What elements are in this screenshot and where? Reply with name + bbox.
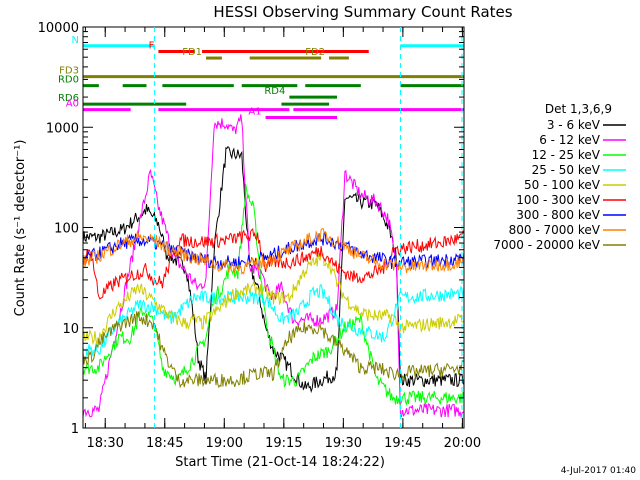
flag-label-rd0: RD0 [58,75,79,86]
flag-label-f: F [149,40,155,51]
x-tick-label: 19:00 [206,436,243,451]
flag-label-a1: A1 [248,107,261,118]
y-axis-ticks: 1 10 100 1000 10000 [38,21,464,437]
series-line-50-100-kev [82,251,465,345]
series-line-6-12-kev [82,114,465,419]
x-tick-label: 19:30 [325,436,362,451]
legend-label-12-25-kev: 12 - 25 keV [532,148,601,162]
flag-label-a0: A0 [66,99,79,110]
legend-label-6-12-kev: 6 - 12 keV [539,133,601,147]
x-axis-label: Start Time (21-Oct-14 18:24:22) [175,455,385,470]
legend-title: Det 1,3,6,9 [545,102,612,116]
legend-label-300-800-kev: 300 - 800 keV [516,208,600,222]
series-line-100-300-kev [82,228,465,300]
legend-label-800-7000-kev: 800 - 7000 keV [509,223,601,237]
y-tick-label: 10000 [38,21,79,36]
flag-label-fd3: FD3 [59,66,79,77]
y-tick-label: 10 [62,322,79,337]
series-line-800-7000-kev [82,227,465,275]
x-tick-label: 20:00 [444,436,481,451]
flag-label-rd4: RD4 [264,86,285,97]
x-axis-ticks: 18:30 18:45 19:00 19:15 19:30 19:45 20:00 [84,27,481,451]
legend-label-3-6-kev: 3 - 6 keV [547,118,601,132]
x-tick-label: 19:15 [265,436,302,451]
y-axis-label: Count Rate (s⁻¹ detector⁻¹) [13,140,28,317]
series-lines [82,114,465,419]
chart-title: HESSI Observing Summary Count Rates [213,3,512,21]
y-tick-label: 1 [71,422,79,437]
flag-label-rd6: RD6 [58,93,79,104]
y-tick-label: 1000 [46,121,79,136]
x-tick-label: 19:45 [384,436,421,451]
x-tick-label: 18:45 [146,436,183,451]
x-tick-label: 18:30 [86,436,123,451]
legend-label-7000-20000-kev: 7000 - 20000 keV [493,238,600,252]
series-line-7000-20000-kev [82,311,465,389]
series-line-3-6-kev [82,145,465,394]
footer-timestamp: 4-Jul-2017 01:40 [561,466,637,476]
legend-label-50-100-kev: 50 - 100 keV [524,178,601,192]
flag-label-fd1: FD1 [182,47,202,58]
flag-label-n: N [72,35,79,46]
flag-label-fd2: FD2 [305,47,325,58]
legend-label-100-300-kev: 100 - 300 keV [516,193,600,207]
legend-label-25-50-kev: 25 - 50 keV [532,163,601,177]
y-tick-label: 100 [54,222,79,237]
